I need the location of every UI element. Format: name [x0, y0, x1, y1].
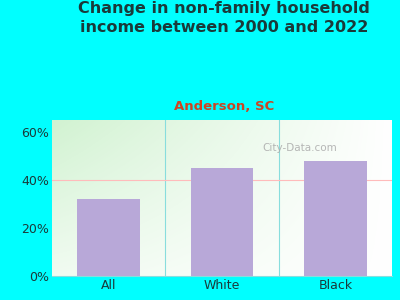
Bar [191, 168, 253, 276]
Bar [78, 199, 140, 276]
Text: Anderson, SC: Anderson, SC [174, 100, 274, 112]
Bar [304, 161, 366, 276]
Text: City-Data.com: City-Data.com [263, 143, 338, 153]
Text: Change in non-family household
income between 2000 and 2022: Change in non-family household income be… [78, 2, 370, 35]
